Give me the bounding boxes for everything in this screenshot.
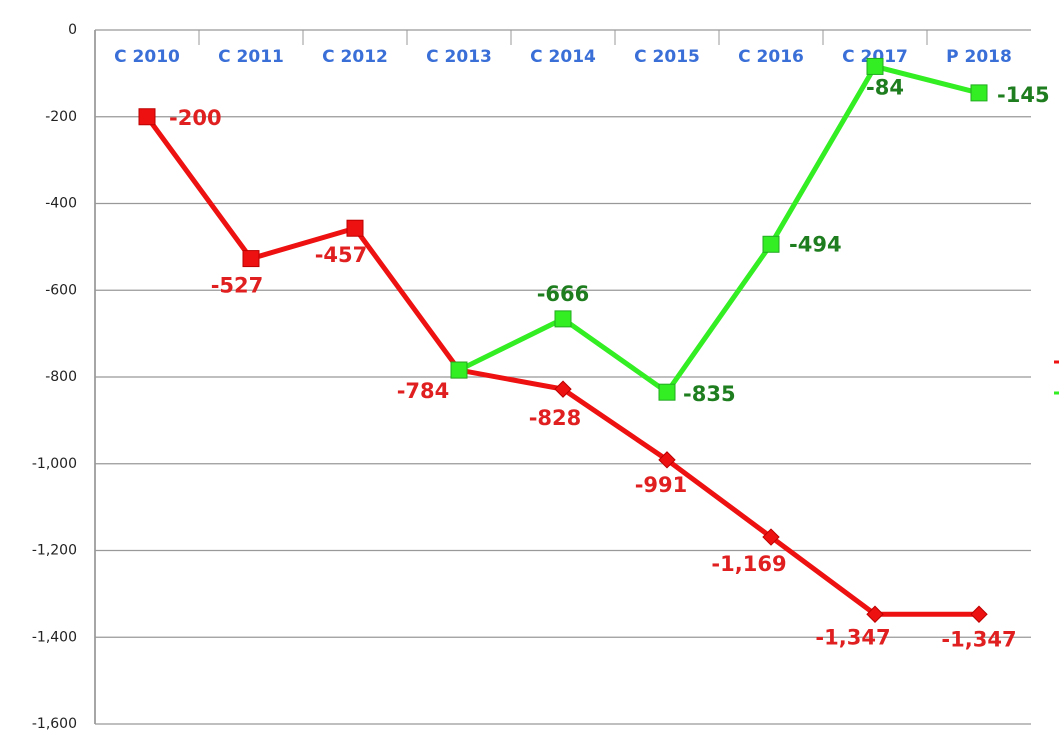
- data-label: -666: [537, 282, 590, 306]
- y-tick-label: -200: [45, 109, 77, 125]
- y-tick-label: -1,600: [32, 716, 77, 732]
- y-tick-label: -400: [45, 196, 77, 212]
- marker: [554, 380, 572, 398]
- data-label: -200: [169, 106, 222, 130]
- x-tick-label: C 2011: [218, 47, 284, 67]
- data-label: -1,347: [815, 625, 890, 649]
- x-tick-label: C 2010: [114, 47, 180, 67]
- x-tick-label: C 2016: [738, 47, 804, 67]
- marker: [138, 108, 156, 126]
- data-label: -835: [683, 382, 736, 406]
- y-tick-label: -800: [45, 369, 77, 385]
- y-tick-label: -1,200: [32, 543, 77, 559]
- series-line: [144, 115, 979, 617]
- y-tick-label: 0: [68, 22, 77, 38]
- marker: [866, 605, 884, 623]
- y-tick-label: -600: [45, 282, 77, 298]
- marker: [970, 84, 988, 102]
- marker: [658, 451, 676, 469]
- marker: [970, 605, 988, 623]
- marker: [554, 310, 572, 328]
- y-tick-label: -1,400: [32, 629, 77, 645]
- data-label: -784: [397, 379, 450, 403]
- data-label: -1,347: [941, 627, 1016, 651]
- data-label: -527: [211, 274, 264, 298]
- marker: [658, 383, 676, 401]
- x-tick-label: C 2013: [426, 47, 492, 67]
- series-line: [457, 63, 980, 395]
- data-label: -1,169: [711, 552, 786, 576]
- data-label: -828: [529, 406, 582, 430]
- marker: [762, 235, 780, 253]
- x-tick-label: P 2018: [946, 47, 1012, 67]
- marker: [866, 57, 884, 75]
- marker: [242, 250, 260, 268]
- data-label: -494: [789, 232, 842, 256]
- x-tick-label: C 2017: [842, 47, 908, 67]
- data-label: -84: [866, 75, 904, 99]
- x-tick-label: C 2015: [634, 47, 700, 67]
- marker: [346, 219, 364, 237]
- y-tick-label: -1,000: [32, 456, 77, 472]
- data-label: -145: [997, 83, 1050, 107]
- x-tick-label: C 2014: [530, 47, 596, 67]
- data-label: -457: [315, 243, 368, 267]
- marker: [762, 528, 780, 546]
- x-tick-label: C 2012: [322, 47, 388, 67]
- data-label: -991: [635, 473, 688, 497]
- marker: [450, 361, 468, 379]
